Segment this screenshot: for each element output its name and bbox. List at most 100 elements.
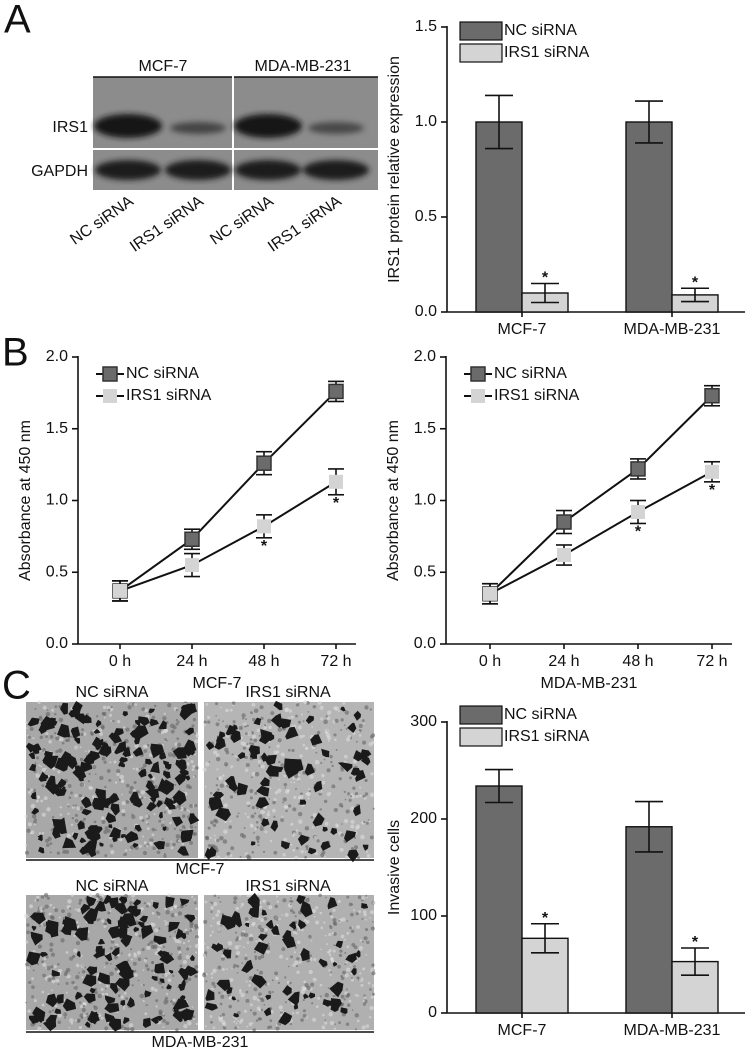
- texture: [244, 917, 249, 921]
- texture: [333, 807, 339, 813]
- texture: [102, 712, 107, 717]
- texture: [372, 901, 376, 905]
- texture: [304, 855, 307, 859]
- cell: [172, 790, 187, 806]
- texture: [132, 961, 137, 966]
- texture: [79, 782, 85, 787]
- cell: [64, 754, 78, 770]
- texture: [103, 924, 107, 928]
- texture: [67, 899, 72, 904]
- texture: [258, 814, 263, 819]
- texture: [254, 771, 260, 777]
- texture: [314, 852, 318, 856]
- texture: [302, 734, 306, 738]
- texture: [49, 842, 53, 845]
- texture: [51, 1009, 55, 1012]
- texture: [125, 727, 130, 732]
- texture: [207, 826, 211, 830]
- cell: [225, 724, 235, 736]
- texture: [97, 993, 102, 999]
- legend-swatch: [459, 43, 503, 63]
- cell: [159, 752, 167, 760]
- texture: [195, 1022, 199, 1026]
- texture: [190, 760, 194, 764]
- cell: [180, 703, 191, 713]
- texture: [330, 915, 334, 919]
- texture: [295, 964, 299, 968]
- texture: [29, 727, 34, 731]
- texture: [146, 844, 149, 848]
- cell: [351, 968, 357, 976]
- texture: [74, 793, 78, 798]
- texture: [162, 1018, 166, 1023]
- texture: [151, 899, 154, 902]
- marker: [256, 455, 272, 471]
- texture: [286, 788, 290, 793]
- texture: [76, 806, 81, 811]
- texture: [30, 830, 35, 835]
- texture: [334, 706, 339, 711]
- cell: [72, 832, 79, 841]
- texture: [253, 708, 259, 714]
- texture: [292, 832, 296, 836]
- significance-mark: *: [333, 495, 340, 512]
- texture: [345, 1022, 350, 1027]
- cell: [81, 808, 92, 816]
- cell: [62, 918, 71, 927]
- texture: [274, 904, 278, 909]
- cell: [205, 989, 215, 1001]
- texture: [125, 997, 129, 1000]
- texture: [292, 848, 296, 852]
- texture: [24, 814, 28, 818]
- texture: [247, 731, 252, 736]
- texture: [110, 709, 113, 712]
- texture: [171, 1009, 174, 1011]
- texture: [281, 947, 286, 952]
- texture: [67, 912, 72, 917]
- texture: [42, 705, 47, 710]
- cell: [45, 782, 60, 795]
- texture: [234, 931, 238, 934]
- texture: [290, 909, 294, 913]
- texture: [300, 713, 303, 716]
- cell: [80, 903, 91, 915]
- texture: [242, 742, 248, 747]
- texture: [290, 843, 293, 846]
- texture: [249, 796, 253, 800]
- cell: [157, 950, 164, 958]
- cell: [38, 721, 55, 732]
- blot-lane-label: IRS1 siRNA: [265, 193, 345, 256]
- cell: [83, 908, 99, 925]
- texture: [363, 796, 367, 800]
- texture: [246, 894, 250, 898]
- texture: [195, 951, 198, 954]
- texture: [37, 795, 41, 799]
- legend-label: IRS1 siRNA: [504, 44, 590, 61]
- texture: [57, 983, 60, 985]
- texture: [192, 775, 196, 778]
- cell: [147, 773, 153, 779]
- cell: [114, 741, 127, 755]
- texture: [278, 1005, 283, 1010]
- y-tick-label: 0.0: [415, 303, 437, 320]
- texture: [308, 788, 311, 791]
- texture: [319, 995, 322, 998]
- texture: [196, 928, 199, 931]
- cell: [37, 834, 43, 842]
- texture: [234, 755, 237, 758]
- texture: [366, 940, 370, 944]
- texture: [273, 915, 279, 920]
- cell: [111, 947, 120, 957]
- texture: [210, 972, 214, 976]
- texture: [143, 841, 147, 845]
- texture: [102, 705, 107, 710]
- texture: [78, 898, 83, 903]
- texture: [236, 972, 239, 974]
- texture: [143, 958, 148, 963]
- cell: [60, 786, 66, 792]
- cell: [156, 800, 163, 808]
- texture: [162, 1026, 165, 1028]
- cell: [179, 759, 187, 766]
- texture: [215, 714, 217, 717]
- texture: [146, 827, 150, 831]
